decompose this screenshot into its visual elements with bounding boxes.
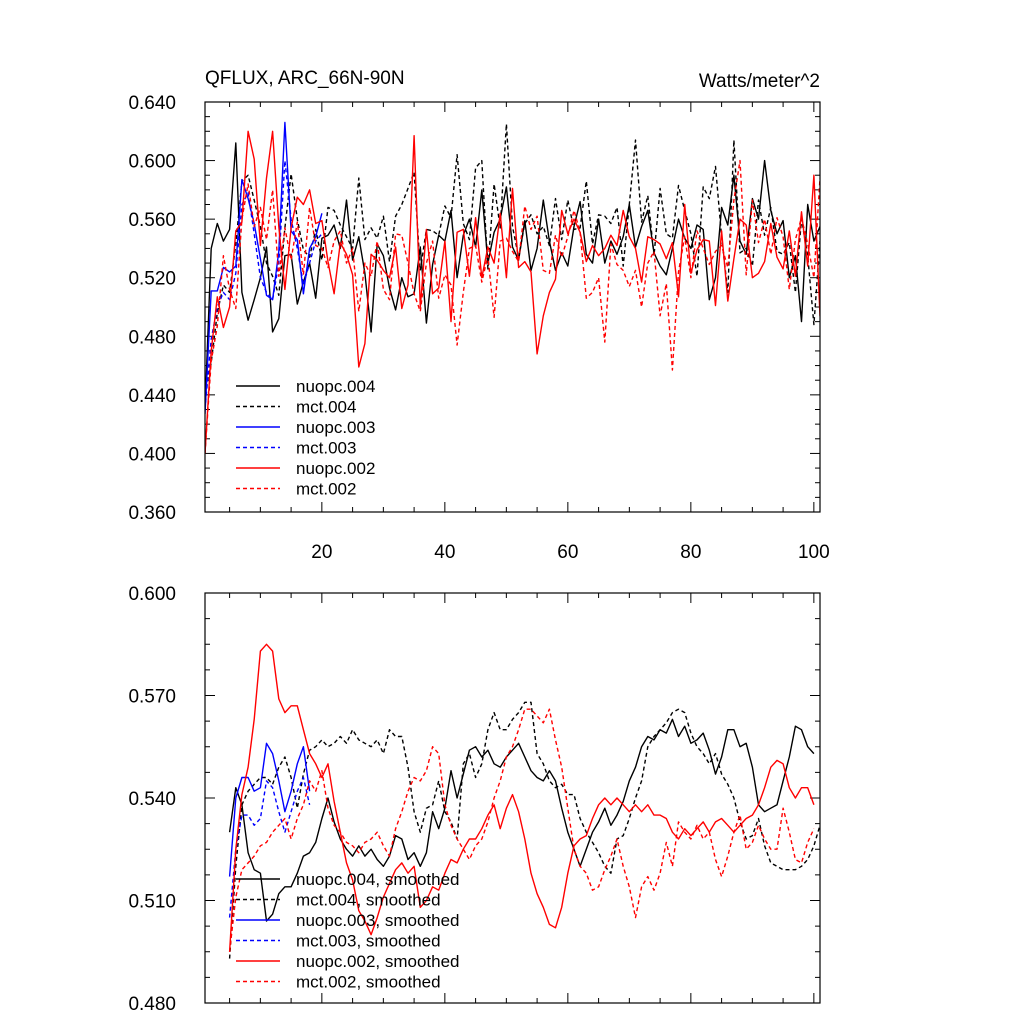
legend-label: mct.002, smoothed: [296, 973, 441, 992]
legend-label: nuopc.003, smoothed: [296, 911, 460, 930]
y-tick-label: 0.540: [128, 789, 176, 810]
series-line-mct-003: [205, 159, 323, 410]
y-tick-label: 0.600: [128, 152, 176, 173]
bottom-y-tick-labels: 0.480 0.510 0.540 0.570 0.600: [128, 584, 176, 1015]
y-tick-label: 0.510: [128, 892, 176, 913]
series-line-nuopc-002: [205, 130, 820, 454]
legend-label: mct.003, smoothed: [296, 932, 441, 951]
y-tick-label: 0.480: [128, 327, 176, 348]
y-tick-label: 0.400: [128, 444, 176, 465]
y-tick-label: 0.360: [128, 503, 176, 524]
bottom-plot-frame: [204, 592, 821, 1004]
top-chart-units: Watts/meter^2: [699, 71, 820, 92]
series-line-mct-002: [205, 159, 820, 454]
legend-label: mct.004: [296, 398, 356, 417]
top-chart-title: QFLUX, ARC_66N-90N: [205, 68, 405, 89]
series-line-mct-002-smoothed: [228, 708, 815, 952]
y-tick-label: 0.560: [128, 210, 176, 231]
bottom-plot-lines: [228, 643, 820, 959]
legend-label: nuopc.002, smoothed: [296, 952, 460, 971]
bottom-panel: 0.480 0.510 0.540 0.570 0.600 nuopc.004, smo…: [128, 584, 821, 1015]
series-line-nuopc-002-smoothed: [228, 643, 815, 952]
y-tick-label: 0.600: [128, 584, 176, 605]
x-tick-label: 40: [434, 542, 455, 563]
y-tick-label: 0.440: [128, 386, 176, 407]
series-line-nuopc-003: [205, 121, 323, 414]
legend-label: mct.003: [296, 439, 356, 458]
y-tick-label: 0.640: [128, 93, 176, 114]
top-plot-lines: [205, 121, 820, 454]
series-line-mct-004: [205, 123, 820, 396]
legend-label: mct.002: [296, 480, 356, 499]
legend-label: nuopc.004: [296, 377, 375, 396]
x-tick-label: 80: [680, 542, 701, 563]
legend-label: mct.004, smoothed: [296, 891, 441, 910]
top-x-tick-labels: 20 40 60 80 100: [311, 542, 829, 563]
x-tick-label: 20: [311, 542, 332, 563]
y-tick-label: 0.570: [128, 687, 176, 708]
y-tick-label: 0.520: [128, 269, 176, 290]
top-y-tick-labels: 0.360 0.400 0.440 0.480 0.520 0.560 0.600 0.640: [128, 93, 176, 524]
x-tick-label: 60: [557, 542, 578, 563]
series-line-mct-004-smoothed: [228, 701, 820, 959]
x-tick-label: 100: [798, 542, 830, 563]
legend-label: nuopc.002: [296, 459, 375, 478]
y-tick-label: 0.480: [128, 994, 176, 1015]
legend-label: nuopc.004, smoothed: [296, 870, 460, 889]
top-plot-frame: [204, 101, 821, 513]
series-line-nuopc-003-smoothed: [228, 742, 311, 877]
top-panel: QFLUX, ARC_66N-90N Watts/meter^2 0.3600.…: [128, 68, 829, 563]
legend-label: nuopc.003: [296, 418, 375, 437]
